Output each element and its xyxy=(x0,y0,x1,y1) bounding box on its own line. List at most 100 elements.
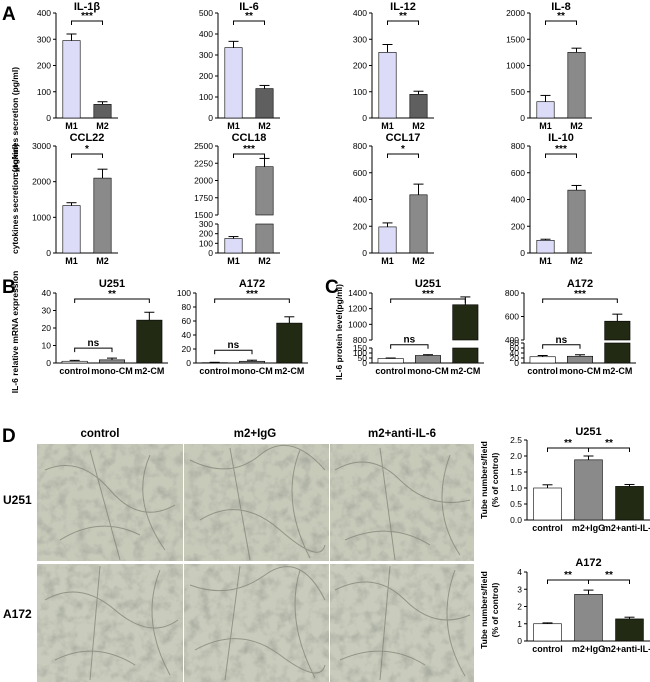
significance-bracket xyxy=(545,153,577,158)
y-tick-label: 0 xyxy=(46,113,51,123)
x-tick-label: mono-CM xyxy=(559,366,601,376)
y-tick-label: 30 xyxy=(42,306,52,316)
panel-label-d: D xyxy=(2,426,16,447)
panel-d-ylabel-a172: Tube numbers/field xyxy=(479,571,489,649)
bar xyxy=(93,104,112,119)
y-tick-label: 0 xyxy=(46,358,51,368)
significance-bracket xyxy=(74,298,150,303)
y-tick-label: 1000 xyxy=(32,212,51,222)
y-tick-label: 400 xyxy=(505,335,519,345)
bar xyxy=(255,88,274,119)
chart-title: U251 xyxy=(575,426,601,438)
y-tick-label: 2000 xyxy=(506,8,525,18)
y-tick-label: 100 xyxy=(199,238,213,248)
bar xyxy=(62,205,81,254)
x-tick-label: m2+IgG xyxy=(572,523,605,533)
panel-a-ylabel-2: cytokines secretion (pg/ml) xyxy=(10,144,20,254)
y-tick-label: 100 xyxy=(353,87,367,97)
chart-il12: IL-12 0 100 200 300 400 M1 M2 ** xyxy=(353,1,434,131)
micro-col-control: control xyxy=(81,428,120,440)
significance-bracket xyxy=(542,298,618,303)
significance-bracket xyxy=(390,344,429,349)
y-tick-label: 10 xyxy=(42,341,52,351)
y-tick-label: 3000 xyxy=(32,141,51,151)
bar xyxy=(574,594,603,642)
chart-title: U251 xyxy=(415,278,441,290)
significance-bracket xyxy=(214,298,290,303)
y-tick-label: 20 xyxy=(182,344,192,354)
y-tick-label: 1000 xyxy=(348,319,367,329)
y-tick-label: 800 xyxy=(505,288,519,298)
y-tick-label: 0 xyxy=(362,113,367,123)
panel-a-ylabel: cytokines secretion (pg/ml) xyxy=(10,67,20,177)
x-tick-label: M2 xyxy=(258,121,271,131)
y-tick-label: 40 xyxy=(42,288,52,298)
y-tick-label: 50 xyxy=(358,353,368,363)
micro-col-m2-anti-il6: m2+anti-IL-6 xyxy=(368,428,436,440)
x-tick-label: mono-CM xyxy=(91,366,133,376)
x-tick-label: M2 xyxy=(412,256,425,266)
chart-b_a172: A172 0 20 40 60 80 100 control mono-CM m2-CM ns *** xyxy=(177,278,308,376)
significance-label: ** xyxy=(564,438,572,449)
y-tick-label: 2000 xyxy=(194,176,213,186)
bar xyxy=(409,94,428,119)
bar xyxy=(93,177,112,254)
y-tick-label: 400 xyxy=(511,195,525,205)
x-tick-label: control xyxy=(199,366,230,376)
significance-bracket xyxy=(390,298,466,303)
significance-label: ns xyxy=(555,335,567,346)
panel-label-b: B xyxy=(2,277,16,298)
y-tick-label: 500 xyxy=(199,8,213,18)
significance-bracket xyxy=(542,344,581,349)
y-tick-label: 1500 xyxy=(506,34,525,44)
y-tick-label: 800 xyxy=(353,335,367,345)
bar xyxy=(536,239,555,254)
y-tick-label: 0 xyxy=(208,113,213,123)
y-tick-label: 1000 xyxy=(506,61,525,71)
significance-bracket xyxy=(71,153,103,158)
x-tick-label: control xyxy=(375,366,406,376)
x-tick-label: M1 xyxy=(381,121,394,131)
chart-title: IL-1β xyxy=(74,1,101,13)
significance-label: ns xyxy=(403,335,415,346)
chart-title: A172 xyxy=(575,557,601,569)
y-tick-label: 200 xyxy=(353,61,367,71)
bar xyxy=(604,320,631,341)
chart-ccl22: CCL22 0 1000 2000 3000 M1 M2 * xyxy=(32,132,118,266)
y-tick-label: 400 xyxy=(37,8,51,18)
x-tick-label: mono-CM xyxy=(407,366,449,376)
y-tick-label: 20 xyxy=(42,323,52,333)
y-tick-label: 4 xyxy=(517,567,522,577)
x-tick-label: m2-CM xyxy=(134,366,164,376)
y-tick-label: 1750 xyxy=(194,193,213,203)
micrograph-a172-control xyxy=(37,564,183,682)
significance-label: * xyxy=(85,144,89,155)
micro-col-m2-igg: m2+IgG xyxy=(234,428,277,440)
x-tick-label: control xyxy=(59,366,90,376)
x-tick-label: m2+anti-IL-6 xyxy=(603,644,650,654)
y-tick-label: 800 xyxy=(511,141,525,151)
y-tick-label: 0 xyxy=(514,358,519,368)
y-tick-label: 2000 xyxy=(32,177,51,187)
y-tick-label: 0.5 xyxy=(510,499,522,509)
bar xyxy=(224,47,243,119)
x-tick-label: m2+anti-IL-6 xyxy=(603,523,650,533)
significance-label: *** xyxy=(422,289,434,300)
y-tick-label: 200 xyxy=(511,221,525,231)
y-tick-label: 0 xyxy=(208,248,213,258)
bar xyxy=(377,358,404,364)
x-tick-label: M1 xyxy=(227,121,240,131)
x-tick-label: mono-CM xyxy=(231,366,273,376)
y-tick-label: 400 xyxy=(199,29,213,39)
y-tick-label: 40 xyxy=(510,348,520,358)
y-tick-label: 0 xyxy=(362,358,367,368)
significance-label: *** xyxy=(243,144,255,155)
micro-row-u251: U251 xyxy=(3,493,32,507)
bar xyxy=(255,166,274,216)
y-tick-label: 600 xyxy=(511,168,525,178)
y-tick-label: 60 xyxy=(510,343,520,353)
chart-d_u251: U251 0.0 0.5 1.0 1.5 2.0 2.5 control m2+IgGm2+an… xyxy=(510,426,650,533)
significance-bracket xyxy=(233,20,265,25)
micrograph-a172-m2-anti-il6 xyxy=(330,564,474,682)
